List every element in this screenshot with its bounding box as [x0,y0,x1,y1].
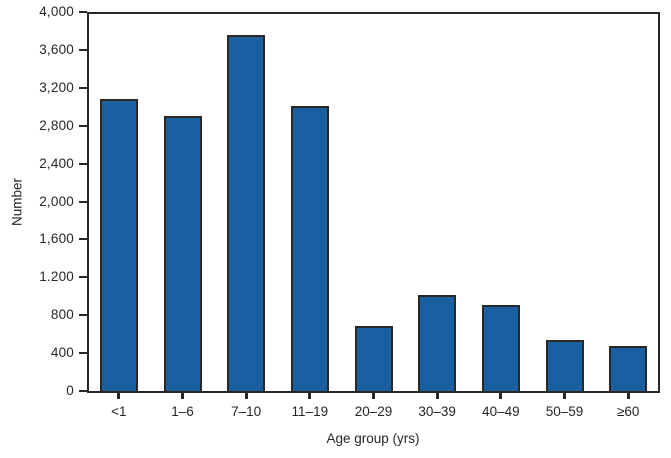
x-tick-mark [626,393,630,399]
y-tick-label: 3,200 [39,79,74,95]
x-tick-mark [244,393,248,399]
y-tick-mark [79,390,87,392]
x-tick-label: <1 [111,404,127,419]
x-tick-label: 40–49 [482,404,520,419]
y-tick-label: 4,000 [39,4,74,19]
y-tick-mark [79,162,87,165]
x-tick-label: 50–59 [545,404,584,419]
y-tick-mark [79,48,87,51]
y-tick-label: 0 [66,383,74,398]
y-tick-label: 400 [50,345,74,361]
y-tick-mark [79,124,87,127]
x-tick-label: 1–6 [171,404,194,419]
bar-7–10 [227,34,266,391]
plot-area [87,12,660,393]
bars-container [89,14,658,391]
bar-11–19 [290,106,329,391]
y-tick-label: 1.200 [39,269,74,285]
y-tick-label: 2,000 [39,193,74,209]
y-tick-mark [79,200,87,203]
x-tick-label: 11–19 [291,404,329,419]
x-tick-mark [181,393,184,399]
y-tick-mark [79,86,87,89]
bar-30–39 [418,294,457,391]
bar-≥60 [609,345,648,391]
x-tick-mark [435,393,439,399]
y-tick-mark [79,238,87,241]
x-tick-label: ≥60 [616,404,640,419]
bar-<1 [99,98,138,391]
y-tick-mark [79,276,87,279]
y-tick-mark [79,352,87,355]
y-tick-mark [79,314,87,317]
y-tick-label: 800 [50,307,74,323]
x-tick-mark [563,393,566,399]
x-tick-mark [308,393,312,399]
x-tick-label: 7–10 [231,404,262,419]
y-tick-label: 1,600 [39,231,74,247]
y-tick-label: 2,800 [39,117,74,133]
bar-50–59 [545,340,584,391]
x-tick-label: 20–29 [354,404,393,419]
x-tick-mark [117,393,121,399]
bar-1–6 [163,115,202,391]
y-tick-label: 3,600 [39,41,74,57]
x-tick-label: 30–39 [418,404,456,419]
x-axis-title: Age group (yrs) [326,431,420,446]
bar-40–49 [481,305,520,391]
y-tick-mark [79,11,87,13]
x-tick-mark [372,393,375,399]
y-tick-label: 2,400 [39,155,74,171]
bar-20–29 [354,325,393,391]
x-tick-mark [499,393,503,399]
